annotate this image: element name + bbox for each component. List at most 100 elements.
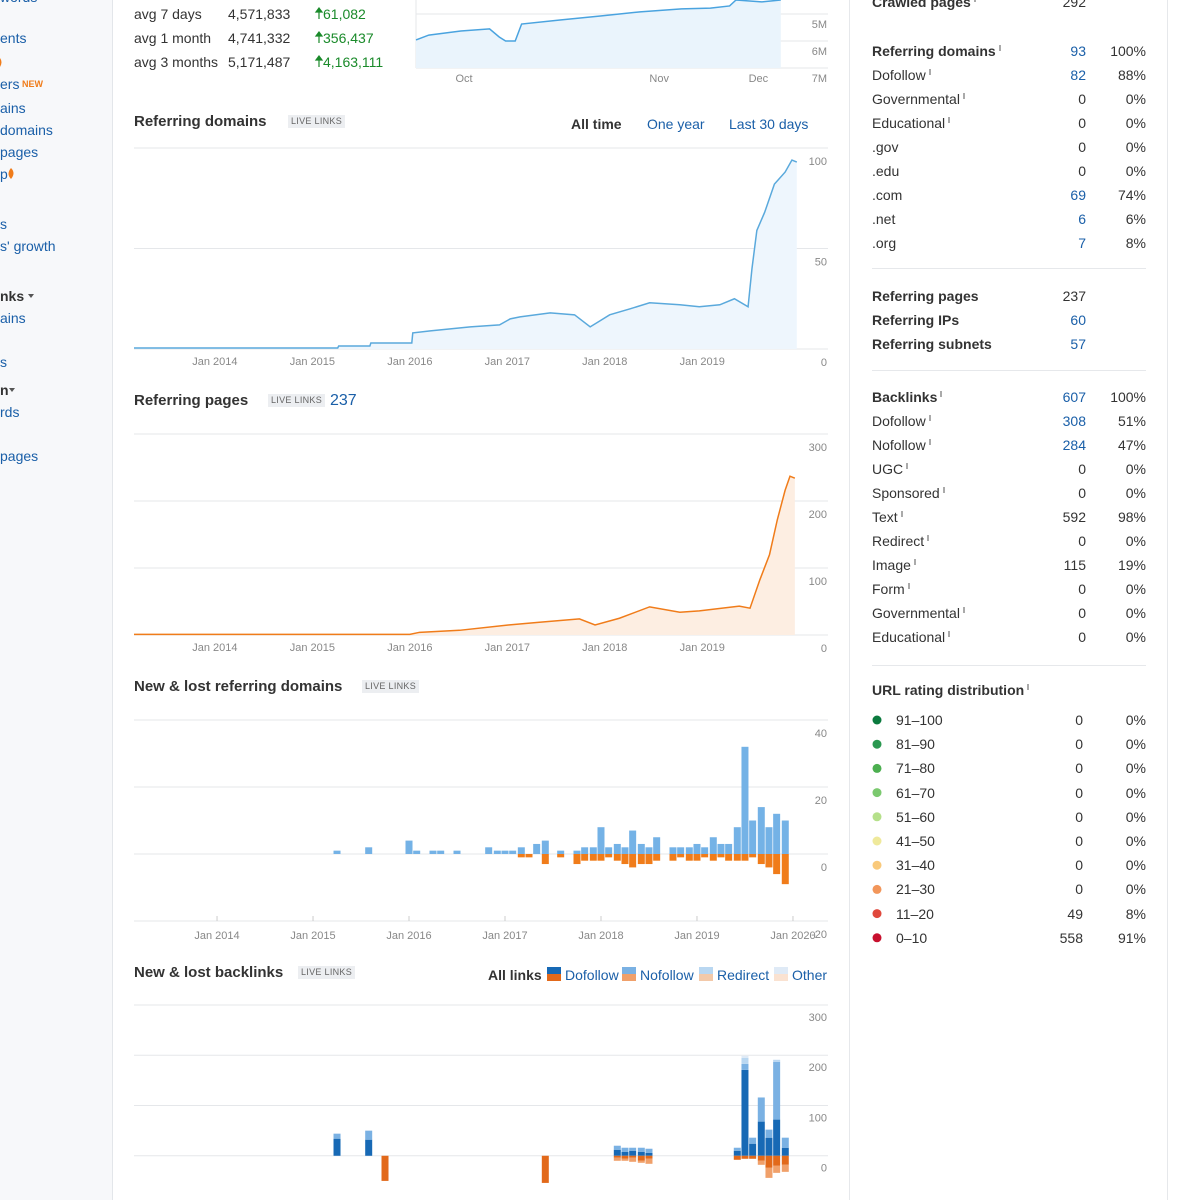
stat-label: Crawled pages bbox=[872, 0, 976, 11]
caret bbox=[9, 388, 15, 392]
bar bbox=[653, 837, 661, 854]
stat-label: Form bbox=[872, 580, 910, 598]
sidebar-item[interactable]: nks bbox=[0, 288, 25, 304]
bar-segment bbox=[741, 1063, 749, 1070]
bar bbox=[581, 847, 589, 854]
sidebar-item[interactable]: pages bbox=[0, 144, 39, 160]
bar bbox=[525, 854, 533, 858]
stat-percent: 0% bbox=[1125, 139, 1146, 155]
legend-swatch bbox=[547, 974, 561, 981]
stat-label: Redirect bbox=[872, 532, 930, 550]
stat-value[interactable]: 6 bbox=[1078, 211, 1086, 227]
stat-label: Sponsored bbox=[872, 484, 945, 502]
sidebar-item[interactable]: ents bbox=[0, 30, 27, 46]
sidebar-item[interactable]: s bbox=[0, 216, 7, 232]
sidebar-item[interactable]: rds bbox=[0, 404, 20, 420]
stat-value: 237 bbox=[1062, 288, 1086, 304]
stat-value[interactable]: 82 bbox=[1070, 67, 1086, 83]
bar bbox=[613, 843, 621, 854]
rating-value: 49 bbox=[1067, 905, 1083, 922]
bar bbox=[645, 854, 653, 865]
x-tick-label: Jan 2018 bbox=[582, 356, 627, 368]
info-icon[interactable] bbox=[1027, 684, 1030, 690]
rating-percent: 91% bbox=[1117, 929, 1146, 946]
rating-value: 0 bbox=[1075, 857, 1083, 874]
stat-value: 592 bbox=[1062, 509, 1086, 525]
info-icon[interactable] bbox=[948, 117, 951, 123]
lost-bar-segment bbox=[765, 1155, 773, 1168]
info-icon[interactable] bbox=[948, 631, 951, 637]
y-tick-label: 0 bbox=[821, 1163, 827, 1175]
bar bbox=[613, 854, 621, 861]
info-icon[interactable] bbox=[913, 559, 916, 565]
rating-label: 51–60 bbox=[896, 808, 935, 825]
y-tick-label: 0 bbox=[821, 357, 827, 369]
range-tab[interactable]: Last 30 days bbox=[729, 116, 809, 132]
stat-value[interactable]: 69 bbox=[1070, 187, 1086, 203]
stat-value[interactable]: 60 bbox=[1070, 312, 1086, 328]
info-icon[interactable] bbox=[928, 69, 931, 75]
overview-value: 4,741,332 bbox=[228, 30, 291, 46]
info-icon[interactable] bbox=[942, 487, 945, 493]
stat-percent: 0% bbox=[1125, 605, 1146, 621]
up-arrow bbox=[314, 55, 324, 67]
legend-item[interactable]: Dofollow bbox=[565, 967, 619, 983]
bar bbox=[437, 850, 445, 854]
sidebar-item[interactable]: s' growth bbox=[0, 238, 56, 254]
info-icon[interactable] bbox=[928, 415, 931, 421]
stat-value[interactable]: 93 bbox=[1070, 43, 1086, 59]
lost-bar-segment bbox=[381, 1155, 389, 1181]
info-icon[interactable] bbox=[927, 535, 930, 541]
stat-label: .net bbox=[872, 211, 896, 227]
x-tick-label: Jan 2014 bbox=[192, 356, 237, 368]
stat-value[interactable]: 7 bbox=[1078, 235, 1086, 251]
referring-pages-count[interactable]: 237 bbox=[330, 392, 357, 409]
bar bbox=[429, 850, 437, 854]
info-icon[interactable] bbox=[962, 93, 965, 99]
rating-label: 41–50 bbox=[896, 833, 935, 849]
legend-item[interactable]: Other bbox=[792, 967, 828, 983]
range-tab[interactable]: One year bbox=[647, 116, 705, 132]
info-icon[interactable] bbox=[962, 607, 965, 613]
info-icon[interactable] bbox=[907, 583, 910, 589]
bar bbox=[333, 850, 341, 854]
range-tab[interactable]: All time bbox=[571, 116, 622, 132]
legend-item[interactable]: Redirect bbox=[717, 967, 770, 983]
stat-value[interactable]: 57 bbox=[1070, 336, 1086, 352]
y-tick-label: 40 bbox=[815, 728, 827, 740]
info-icon[interactable] bbox=[973, 0, 976, 2]
info-icon[interactable] bbox=[998, 45, 1001, 51]
stat-value: 0 bbox=[1078, 533, 1086, 549]
info-icon[interactable] bbox=[906, 463, 909, 469]
lost-bar-segment bbox=[629, 1157, 637, 1162]
bar bbox=[637, 854, 645, 865]
sidebar-item[interactable]: domains bbox=[0, 122, 53, 138]
sidebar-item[interactable]: p bbox=[0, 166, 8, 182]
sidebar-item[interactable]: ains bbox=[0, 100, 26, 116]
lost-bar-segment bbox=[781, 1155, 789, 1165]
rating-value: 558 bbox=[1059, 929, 1083, 946]
sidebar-item[interactable]: ers bbox=[0, 76, 20, 92]
legend-item[interactable]: Nofollow bbox=[640, 967, 694, 983]
bar bbox=[757, 807, 765, 854]
stat-value[interactable]: 308 bbox=[1062, 413, 1086, 429]
rating-dot bbox=[872, 812, 882, 822]
info-icon[interactable] bbox=[940, 391, 943, 397]
info-icon[interactable] bbox=[928, 439, 931, 445]
bar-segment bbox=[637, 1147, 645, 1152]
y-tick-label: 100 bbox=[809, 1112, 827, 1124]
stat-percent: 98% bbox=[1117, 509, 1146, 525]
info-icon[interactable] bbox=[900, 511, 903, 517]
stat-value[interactable]: 284 bbox=[1062, 437, 1086, 453]
sidebar-item[interactable]: pages bbox=[0, 448, 39, 464]
sidebar-item[interactable]: n bbox=[0, 382, 9, 398]
sidebar-item[interactable]: s bbox=[0, 354, 7, 370]
sidebar bbox=[0, 0, 113, 1200]
sidebar-item[interactable]: ains bbox=[0, 310, 26, 326]
sidebar-item[interactable]: words bbox=[0, 0, 37, 6]
rating-dot bbox=[872, 909, 882, 919]
stat-value[interactable]: 607 bbox=[1062, 389, 1086, 405]
stat-title: URL rating distribution bbox=[872, 681, 1030, 699]
legend-swatch bbox=[699, 974, 713, 981]
